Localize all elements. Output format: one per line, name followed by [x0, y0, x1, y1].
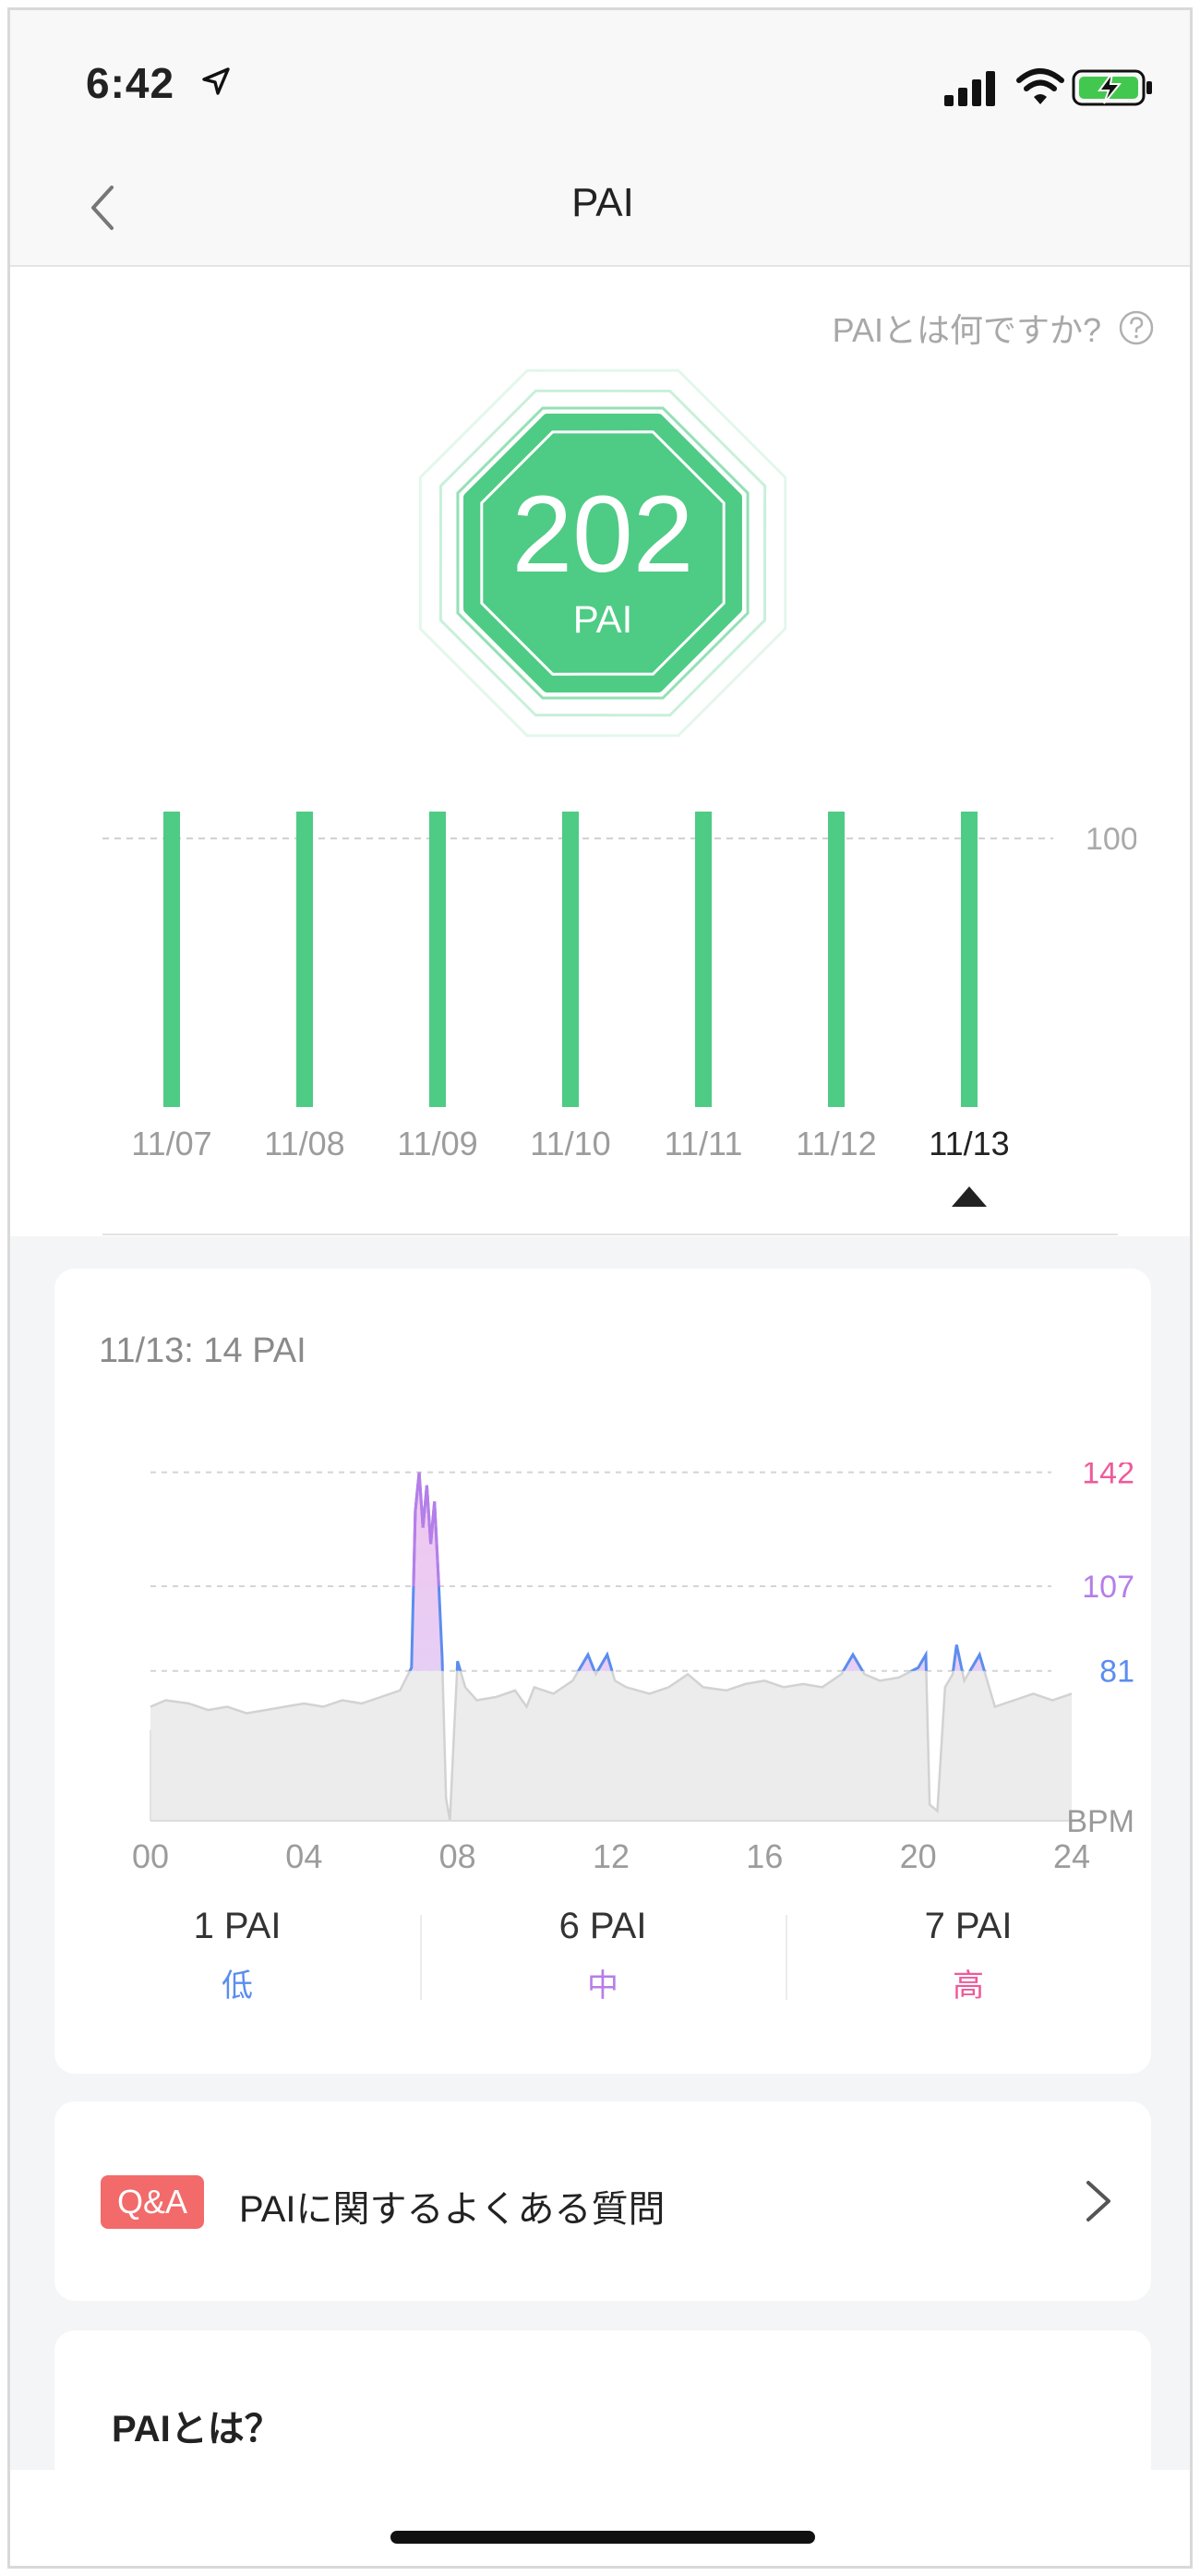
bar-label-11/11: 11/11 — [665, 1125, 743, 1162]
reference-line-label: 100 — [1086, 822, 1136, 857]
bar-11/12[interactable] — [828, 812, 845, 1107]
detail-title: 11/13: 14 PAI — [99, 1331, 306, 1370]
faq-row[interactable]: Q&A PAIに関するよくある質問 — [54, 2101, 1151, 2301]
hr-line-rest — [150, 1670, 1073, 1822]
bar-11/09[interactable] — [429, 812, 446, 1107]
zone-high-label: 高 — [953, 1968, 984, 2004]
zone-high-value: 7 PAI — [924, 1906, 1013, 1946]
back-button[interactable] — [75, 175, 130, 241]
about-pai-title: PAIとは？ — [112, 2409, 282, 2450]
what-is-pai-link[interactable]: PAIとは何ですか? — [833, 304, 1155, 352]
bar-11/07[interactable] — [163, 812, 180, 1107]
selected-day-marker-icon — [952, 1186, 987, 1207]
bar-11/08[interactable] — [296, 812, 313, 1107]
pai-score-unit: PAI — [573, 597, 633, 641]
bar-label-11/07: 11/07 — [131, 1125, 211, 1162]
pai-summary: PAIとは何ですか? 202 PAI 100 11/07 11/08 11/09 11/… — [10, 267, 1190, 1236]
status-bar: 6:42 — [10, 10, 1190, 149]
bar-11/13[interactable] — [961, 812, 978, 1107]
bar-label-11/09: 11/09 — [397, 1125, 477, 1162]
bar-label-11/10: 11/10 — [530, 1125, 610, 1162]
page-title: PAI — [571, 180, 634, 225]
hr-x-axis-ticks: 00 04 08 12 16 20 24 — [54, 1837, 1151, 1884]
pai-score-badge: 202 PAI — [418, 368, 787, 738]
hr-reference-label-107: 107 — [1082, 1570, 1134, 1605]
bar-11/10[interactable] — [562, 812, 579, 1107]
hr-x-tick-24: 24 — [1052, 1837, 1091, 1875]
what-is-pai-label: PAIとは何ですか? — [832, 311, 1101, 349]
bar-11/11[interactable] — [695, 812, 712, 1107]
home-indicator-area — [10, 2470, 1190, 2566]
content-area: 11/13: 14 PAI 81 107 142 BPM 1 PAI 低 6 PAI … — [10, 1236, 1190, 2566]
zone-low-value: 1 PAI — [193, 1906, 282, 1946]
cellular-signal-icon — [944, 71, 995, 106]
hr-y-axis-unit: BPM — [1066, 1804, 1134, 1832]
hr-x-tick-04: 04 — [285, 1837, 323, 1875]
home-indicator[interactable] — [390, 2531, 815, 2544]
status-time: 6:42 — [86, 59, 175, 107]
badge-ring-inner — [456, 406, 750, 700]
weekly-pai-bar-chart: 100 11/07 11/08 11/09 11/10 11/11 11/12 11/13 — [102, 812, 1136, 1235]
hr-area-rest — [150, 1670, 1072, 1821]
pai-score-value: 202 — [512, 474, 694, 596]
hr-x-tick-00: 00 — [131, 1837, 170, 1875]
zone-medium: 6 PAI 中 — [420, 1906, 786, 2026]
zone-low: 1 PAI 低 — [54, 1906, 420, 2026]
badge-ring-outer — [418, 368, 787, 738]
hr-x-tick-20: 20 — [899, 1837, 937, 1875]
qa-badge: Q&A — [101, 2175, 205, 2229]
hr-x-tick-12: 12 — [592, 1837, 630, 1875]
hr-x-tick-16: 16 — [746, 1837, 784, 1875]
hr-reference-label-81: 81 — [1099, 1655, 1134, 1690]
bar-label-11/12: 11/12 — [796, 1125, 876, 1162]
heart-rate-chart: 81 107 142 BPM — [150, 1463, 1134, 1832]
hr-x-tick-08: 08 — [438, 1837, 476, 1875]
faq-label: PAIに関するよくある質問 — [239, 2189, 666, 2230]
hr-line-low — [408, 1472, 986, 1671]
zone-high: 7 PAI 高 — [786, 1906, 1151, 2026]
wifi-icon — [1016, 68, 1064, 104]
hr-reference-label-142: 142 — [1082, 1463, 1134, 1491]
daily-detail-card: 11/13: 14 PAI 81 107 142 BPM 1 PAI 低 6 PAI … — [54, 1269, 1151, 2074]
pai-zones: 1 PAI 低 6 PAI 中 7 PAI 高 — [54, 1906, 1151, 2026]
location-arrow-icon — [202, 67, 230, 95]
zone-medium-label: 中 — [587, 1968, 618, 2004]
zone-medium-value: 6 PAI — [558, 1906, 647, 1946]
bar-label-11/08: 11/08 — [264, 1125, 344, 1162]
badge-inner-stroke — [480, 430, 726, 676]
chevron-right-icon — [1086, 2181, 1110, 2221]
zone-low-label: 低 — [222, 1968, 253, 2004]
question-circle-icon — [1119, 310, 1154, 345]
app-screen: 6:42 PAI PAIとは何ですか? — [7, 7, 1193, 2569]
bar-label-11/13: 11/13 — [929, 1125, 1009, 1162]
badge-ring-middle — [438, 389, 767, 717]
badge-fill — [463, 414, 742, 692]
battery-charging-icon — [1072, 69, 1152, 106]
nav-bar: PAI — [10, 149, 1190, 267]
